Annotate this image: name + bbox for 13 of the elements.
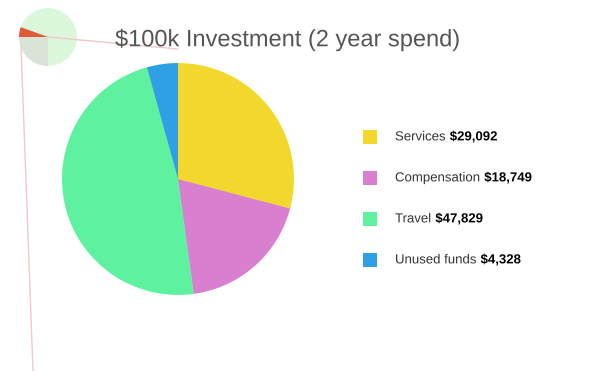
chart-title: $100k Investment (2 year spend) (115, 28, 459, 52)
legend-label: Services (396, 130, 446, 141)
pie-slice (178, 63, 294, 208)
legend-label: Compensation (396, 172, 480, 184)
data-label: $18,749 (484, 172, 532, 184)
data-label: $4,328 (480, 254, 521, 266)
data-label: $29,092 (450, 130, 497, 142)
pie-slice (62, 67, 194, 295)
legend-label: Unused funds (396, 254, 476, 264)
data-label: $47,829 (436, 212, 483, 224)
legend-label: Travel (395, 212, 430, 223)
pie-slice (178, 179, 290, 294)
pie-slice (146, 63, 178, 179)
